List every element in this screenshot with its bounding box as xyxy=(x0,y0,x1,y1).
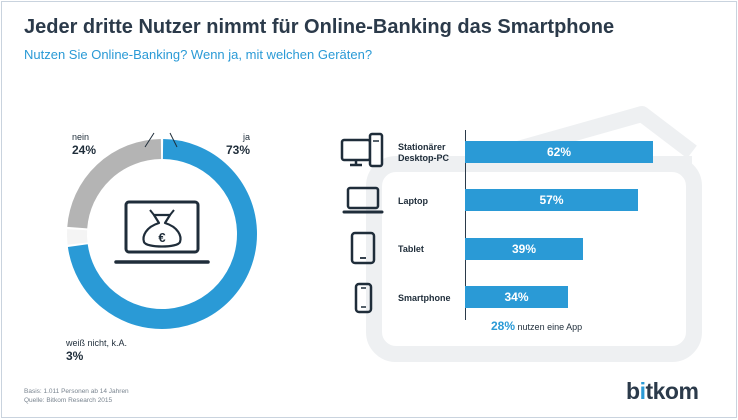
footer-basis: Basis: 1.011 Personen ab 14 Jahren xyxy=(24,388,129,395)
donut-chart: € xyxy=(67,132,257,329)
bar-category-smartphone: Smartphone xyxy=(398,293,451,303)
logo-part-1: b xyxy=(626,378,640,404)
app-usage-value: 28% xyxy=(491,319,516,333)
bar-value-smartphone: 34% xyxy=(504,290,529,304)
bar-axis-line xyxy=(465,130,466,320)
source-footer: Basis: 1.011 Personen ab 14 Jahren Quell… xyxy=(24,387,129,405)
donut-category-weiss-nicht: weiß nicht, k.A. xyxy=(66,338,128,348)
app-usage-note: 28% nutzen eine App xyxy=(491,319,582,333)
donut-value-ja: 73% xyxy=(226,143,251,157)
laptop-icon xyxy=(342,186,384,214)
bar-laptop xyxy=(465,189,638,211)
bitkom-logo: bitkom xyxy=(626,378,699,405)
bar-category-laptop: Laptop xyxy=(398,196,428,206)
bar-value-laptop: 57% xyxy=(539,193,564,207)
bar-category-desktop-pc: Stationärer Desktop-PC xyxy=(398,142,450,163)
donut-value-weiss-nicht: 3% xyxy=(66,349,84,363)
donut-category-ja: ja xyxy=(242,132,250,142)
page-title: Jeder dritte Nutzer nimmt für Online-Ban… xyxy=(24,16,615,38)
donut-label-nein: nein 24% xyxy=(72,132,96,157)
svg-text:€: € xyxy=(158,230,165,245)
donut-segment-ja xyxy=(67,139,257,329)
donut-value-nein: 24% xyxy=(72,143,97,157)
donut-label-weiss-nicht: weiß nicht, k.A. 3% xyxy=(66,338,127,363)
bar-category-tablet: Tablet xyxy=(398,244,424,254)
laptop-euro-icon: € xyxy=(114,200,210,264)
footer-source: Quelle: Bitkom Research 2015 xyxy=(24,397,113,404)
bar-value-desktop-pc: 62% xyxy=(546,145,572,159)
logo-part-3: tkom xyxy=(645,378,699,404)
donut-label-ja: ja 73% xyxy=(226,132,250,157)
page-subtitle: Nutzen Sie Online-Banking? Wenn ja, mit … xyxy=(24,47,373,62)
bar-value-tablet: 39% xyxy=(511,242,537,256)
donut-segment-nein xyxy=(67,139,162,229)
bar-desktop-pc xyxy=(465,141,653,163)
logo-part-2: i xyxy=(639,378,646,404)
app-usage-text: nutzen eine App xyxy=(517,322,583,332)
bar-tablet xyxy=(465,238,583,260)
bar-smartphone xyxy=(465,286,568,308)
desktop-pc-icon xyxy=(340,132,384,168)
smartphone-icon xyxy=(354,282,373,314)
donut-category-nein: nein xyxy=(72,132,90,142)
donut-segment-weiss-nicht xyxy=(67,229,88,245)
tablet-icon xyxy=(350,231,376,265)
